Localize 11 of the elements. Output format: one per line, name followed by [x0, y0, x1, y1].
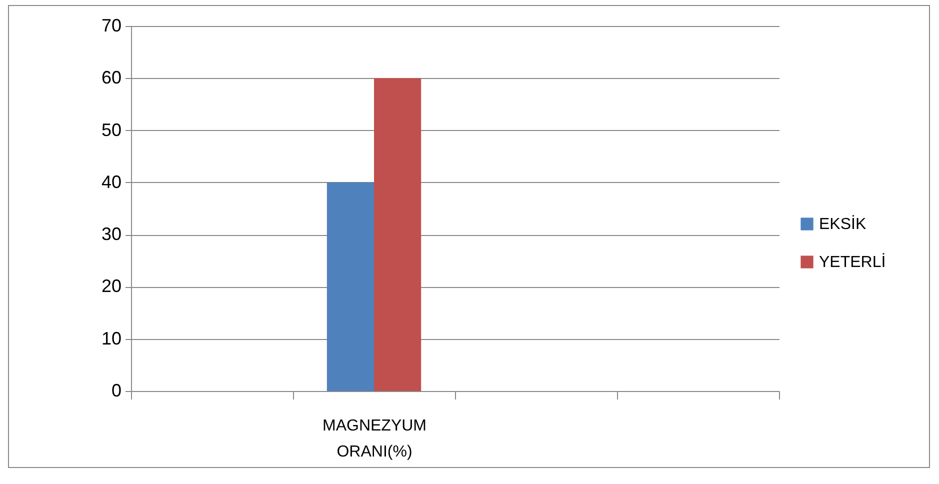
legend-label: YETERLİ: [819, 253, 886, 271]
y-tick-label: 60: [101, 68, 122, 88]
y-tick-label: 40: [101, 172, 122, 192]
y-tick-label: 70: [101, 16, 122, 36]
x-tick-label: MAGNEZYUM ORANI(%): [322, 418, 426, 460]
y-tick-label: 30: [101, 224, 122, 244]
y-tick-label: 50: [101, 120, 122, 140]
y-tick-label: 0: [111, 380, 122, 400]
y-tick-label: 10: [101, 328, 122, 348]
legend-label: EKSİK: [819, 215, 866, 233]
y-tick-label: 20: [101, 276, 122, 296]
